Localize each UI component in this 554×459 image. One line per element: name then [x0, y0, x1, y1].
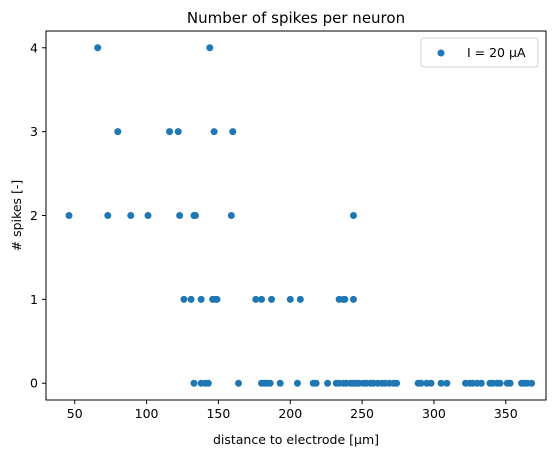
data-point	[174, 128, 182, 136]
y-tick-label: 1	[30, 292, 38, 307]
legend-label: I = 20 μA	[467, 45, 526, 60]
data-point	[528, 379, 536, 387]
data-point	[477, 379, 485, 387]
x-tick-label: 350	[494, 406, 518, 421]
x-tick-label: 100	[135, 406, 159, 421]
y-axis-title: # spikes [-]	[9, 180, 24, 252]
data-point	[252, 295, 260, 303]
data-point	[206, 44, 214, 52]
data-point	[197, 295, 205, 303]
data-point	[191, 212, 199, 219]
data-point	[104, 212, 112, 219]
data-point	[187, 295, 195, 303]
data-point	[506, 379, 514, 387]
x-axis-title: distance to electrode [μm]	[213, 432, 379, 447]
x-tick-label: 150	[206, 406, 230, 421]
data-point	[427, 379, 435, 387]
data-point	[276, 379, 284, 387]
data-point	[235, 379, 243, 387]
legend-marker	[437, 49, 445, 57]
data-point	[166, 128, 174, 136]
data-point	[114, 128, 122, 136]
data-point	[176, 212, 184, 219]
data-point	[437, 379, 445, 387]
data-point	[213, 295, 221, 303]
data-point	[296, 295, 304, 303]
data-point	[496, 379, 504, 387]
x-tick-label: 250	[350, 406, 374, 421]
y-tick-label: 4	[30, 40, 38, 55]
data-point	[229, 128, 237, 136]
data-point	[417, 379, 425, 387]
data-point	[258, 295, 266, 303]
data-point	[227, 212, 235, 219]
y-tick-label: 3	[30, 124, 38, 139]
data-point	[144, 212, 152, 219]
x-tick-label: 200	[278, 406, 302, 421]
data-point	[94, 44, 102, 52]
data-point	[127, 212, 135, 219]
x-axis-ticks: 50 100 150 200 250 300 350	[67, 400, 518, 421]
data-point	[268, 295, 276, 303]
data-point	[312, 379, 320, 387]
data-point	[210, 128, 218, 136]
x-tick-label: 50	[67, 406, 83, 421]
data-point	[349, 212, 357, 219]
legend-frame	[420, 37, 539, 68]
data-point	[293, 379, 301, 387]
data-point	[286, 295, 294, 303]
data-point	[341, 295, 349, 303]
data-point	[204, 379, 212, 387]
data-point	[180, 295, 188, 303]
data-point	[443, 379, 451, 387]
x-tick-label: 300	[422, 406, 446, 421]
data-point	[324, 379, 332, 387]
y-tick-label: 0	[30, 376, 38, 391]
data-point	[349, 295, 357, 303]
data-point	[393, 379, 401, 387]
y-tick-label: 2	[30, 208, 38, 223]
data-point	[190, 379, 198, 387]
chart-title: Number of spikes per neuron	[187, 9, 405, 27]
data-point	[266, 379, 274, 387]
data-point	[65, 212, 73, 219]
plot-area-frame	[45, 30, 547, 401]
y-axis-ticks: 0 1 2 3 4	[30, 40, 46, 391]
legend: I = 20 μA	[420, 37, 539, 68]
data-points	[65, 44, 536, 387]
